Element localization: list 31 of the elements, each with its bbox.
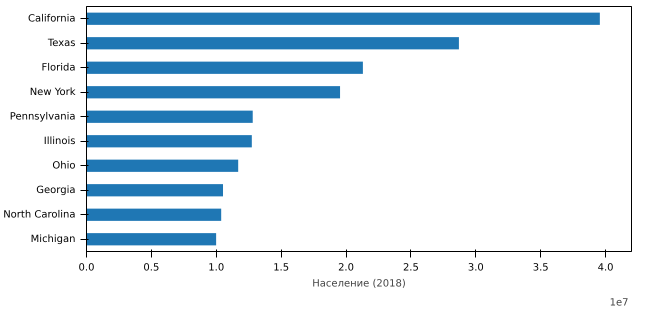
bar bbox=[86, 110, 253, 123]
y-tick-label: Florida bbox=[41, 62, 76, 74]
y-tick-label: California bbox=[28, 13, 76, 24]
x-tick-label: 0.5 bbox=[143, 262, 160, 274]
bar bbox=[86, 233, 216, 246]
bar bbox=[86, 62, 363, 74]
y-tick-label: Ohio bbox=[52, 160, 76, 172]
x-axis-title: Население (2018) bbox=[312, 278, 406, 290]
bar bbox=[86, 12, 600, 25]
text: 1e7 bbox=[610, 298, 629, 308]
bar bbox=[86, 160, 238, 172]
y-tick-label: Texas bbox=[46, 38, 76, 49]
bar bbox=[86, 208, 222, 221]
x-tick-label: 2.0 bbox=[338, 262, 354, 274]
x-tick-label: 4.0 bbox=[598, 262, 614, 274]
y-tick-label: New York bbox=[30, 86, 76, 98]
x-tick-label: 2.5 bbox=[402, 262, 419, 274]
x-tick-label: 0.0 bbox=[78, 262, 94, 274]
x-tick-label: 1.5 bbox=[273, 262, 290, 274]
y-tick-label: Georgia bbox=[36, 184, 76, 196]
bar bbox=[86, 135, 252, 148]
y-tick-label: Michigan bbox=[30, 234, 76, 245]
y-tick-label: Pennsylvania bbox=[10, 111, 76, 122]
y-tick-label: Illinois bbox=[44, 136, 76, 147]
x-tick-label: 3.0 bbox=[468, 262, 484, 274]
x-tick-label: 1.0 bbox=[208, 262, 224, 274]
bar bbox=[86, 37, 459, 50]
bar bbox=[86, 184, 224, 196]
bar bbox=[86, 86, 340, 98]
y-tick-label: North Carolina bbox=[3, 209, 76, 220]
x-tick-label: 3.5 bbox=[532, 262, 549, 274]
